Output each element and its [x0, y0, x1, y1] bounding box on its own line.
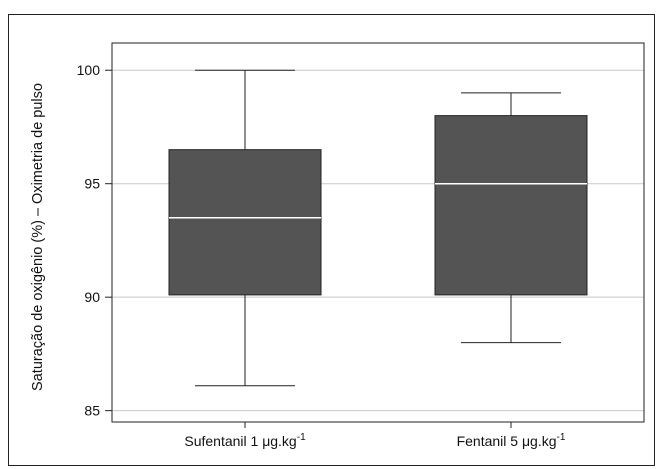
x-axis: Sufentanil 1 μg.kg-1 Fentanil 5 μg.kg-1 — [184, 422, 566, 449]
x-tick-label-text: Sufentanil 1 μg.kg — [184, 433, 296, 449]
box-group — [168, 69, 322, 387]
box-group — [434, 92, 588, 344]
x-tick-label-superscript: -1 — [557, 432, 566, 443]
x-tick-label: Fentanil 5 μg.kg-1 — [457, 432, 566, 449]
box-iqr — [168, 149, 322, 296]
y-axis-title: Saturação de oxigênio (%) – Oximetria de… — [30, 83, 46, 391]
boxes — [168, 69, 588, 387]
y-tick-label: 90 — [84, 289, 100, 305]
x-tick-label-text: Fentanil 5 μg.kg — [457, 433, 557, 449]
y-tick-label: 95 — [84, 176, 100, 192]
y-tick-label: 85 — [84, 403, 100, 419]
y-tick-label: 100 — [77, 62, 101, 78]
box-iqr — [434, 115, 588, 296]
plot-area-frame — [111, 42, 645, 423]
y-axis: 85 90 95 100 — [77, 62, 112, 419]
x-tick-label-superscript: -1 — [297, 432, 306, 443]
x-tick-label: Sufentanil 1 μg.kg-1 — [184, 432, 306, 449]
